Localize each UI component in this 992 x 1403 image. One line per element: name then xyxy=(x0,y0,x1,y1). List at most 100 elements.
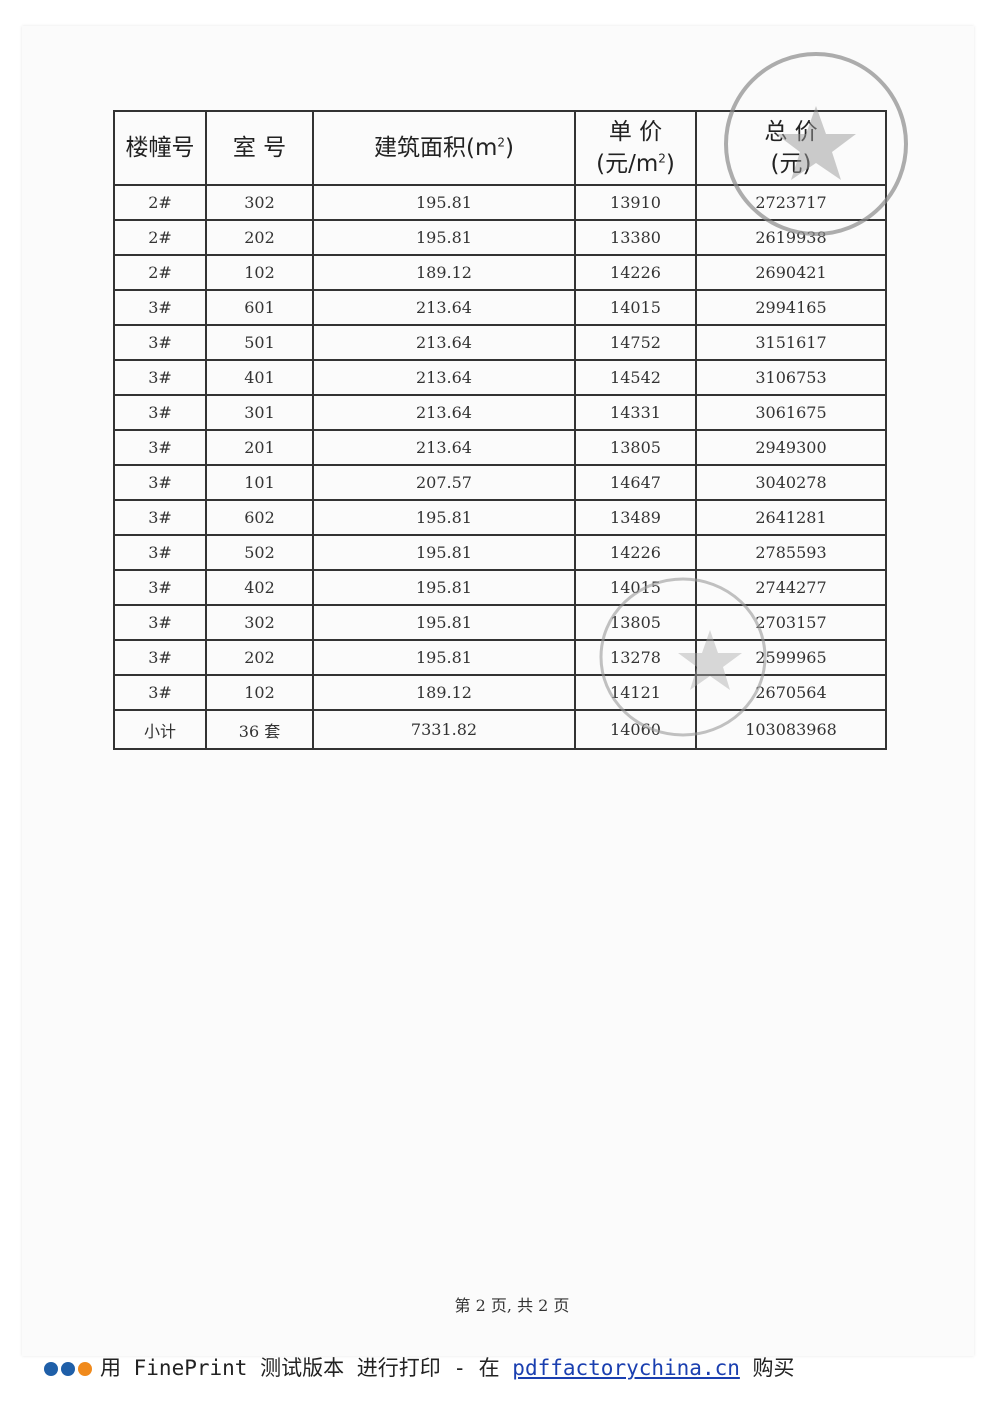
cell-unit-price: 13380 xyxy=(574,219,697,256)
cell-unit-price: 14226 xyxy=(574,254,697,291)
cell-area: 195.81 xyxy=(312,219,576,256)
cell-area: 213.64 xyxy=(312,429,576,466)
cell-total-price: 3061675 xyxy=(695,394,887,431)
cell-building: 3# xyxy=(113,394,207,431)
subtotal-row: 小计 36 套 7331.82 14060 103083968 xyxy=(113,709,887,750)
cell-area: 189.12 xyxy=(312,254,576,291)
header-area: 建筑面积(m2) xyxy=(312,110,576,186)
cell-area: 195.81 xyxy=(312,639,576,676)
cell-room: 102 xyxy=(205,674,314,711)
cell-room: 602 xyxy=(205,499,314,536)
cell-building: 2# xyxy=(113,219,207,256)
cell-unit-price: 14752 xyxy=(574,324,697,361)
cell-room: 402 xyxy=(205,569,314,606)
header-total-price: 总 价 (元) xyxy=(695,110,887,186)
price-table: 楼幢号 室 号 建筑面积(m2) 单 价 (元/m2) 总 价 (元) 2# 302 1… xyxy=(113,110,887,750)
cell-room: 101 xyxy=(205,464,314,501)
cell-room: 202 xyxy=(205,219,314,256)
cell-room: 102 xyxy=(205,254,314,291)
cell-building: 3# xyxy=(113,324,207,361)
cell-area: 195.81 xyxy=(312,184,576,221)
cell-room: 302 xyxy=(205,604,314,641)
pdffactory-link[interactable]: pdffactorychina.cn xyxy=(512,1356,740,1380)
table-row: 3# 601 213.64 14015 2994165 xyxy=(113,289,887,326)
cell-room: 302 xyxy=(205,184,314,221)
table-row: 2# 302 195.81 13910 2723717 xyxy=(113,184,887,221)
cell-unit-price: 14015 xyxy=(574,289,697,326)
cell-unit-price: 14226 xyxy=(574,534,697,571)
cell-unit-price: 14121 xyxy=(574,674,697,711)
cell-total-price: 2994165 xyxy=(695,289,887,326)
cell-total-price: 2690421 xyxy=(695,254,887,291)
cell-unit-price: 14331 xyxy=(574,394,697,431)
table-row: 3# 502 195.81 14226 2785593 xyxy=(113,534,887,571)
table-row: 3# 401 213.64 14542 3106753 xyxy=(113,359,887,396)
cell-total-price: 2785593 xyxy=(695,534,887,571)
table-row: 2# 202 195.81 13380 2619938 xyxy=(113,219,887,256)
table-row: 2# 102 189.12 14226 2690421 xyxy=(113,254,887,291)
logo-dot-icon xyxy=(44,1362,58,1376)
logo-dot-icon xyxy=(61,1362,75,1376)
cell-room: 502 xyxy=(205,534,314,571)
subtotal-room: 36 套 xyxy=(205,709,314,750)
table-row: 3# 602 195.81 13489 2641281 xyxy=(113,499,887,536)
cell-room: 201 xyxy=(205,429,314,466)
cell-building: 2# xyxy=(113,184,207,221)
cell-unit-price: 13489 xyxy=(574,499,697,536)
cell-building: 2# xyxy=(113,254,207,291)
table-row: 3# 302 195.81 13805 2703157 xyxy=(113,604,887,641)
cell-unit-price: 14015 xyxy=(574,569,697,606)
header-row: 楼幢号 室 号 建筑面积(m2) 单 价 (元/m2) 总 价 (元) xyxy=(113,110,887,186)
cell-building: 3# xyxy=(113,464,207,501)
cell-total-price: 2723717 xyxy=(695,184,887,221)
cell-total-price: 2949300 xyxy=(695,429,887,466)
table-row: 3# 501 213.64 14752 3151617 xyxy=(113,324,887,361)
page-number: 第 2 页, 共 2 页 xyxy=(454,1296,570,1315)
cell-building: 3# xyxy=(113,604,207,641)
cell-room: 601 xyxy=(205,289,314,326)
cell-unit-price: 13278 xyxy=(574,639,697,676)
subtotal-total-price: 103083968 xyxy=(695,709,887,750)
cell-total-price: 2703157 xyxy=(695,604,887,641)
cell-room: 401 xyxy=(205,359,314,396)
cell-area: 213.64 xyxy=(312,394,576,431)
cell-total-price: 2744277 xyxy=(695,569,887,606)
cell-unit-price: 14542 xyxy=(574,359,697,396)
cell-total-price: 2670564 xyxy=(695,674,887,711)
cell-building: 3# xyxy=(113,534,207,571)
table-row: 3# 102 189.12 14121 2670564 xyxy=(113,674,887,711)
cell-total-price: 3040278 xyxy=(695,464,887,501)
subtotal-building: 小计 xyxy=(113,709,207,750)
cell-building: 3# xyxy=(113,674,207,711)
cell-room: 501 xyxy=(205,324,314,361)
cell-unit-price: 13805 xyxy=(574,429,697,466)
table-row: 3# 201 213.64 13805 2949300 xyxy=(113,429,887,466)
table-row: 3# 101 207.57 14647 3040278 xyxy=(113,464,887,501)
cell-building: 3# xyxy=(113,499,207,536)
cell-total-price: 2619938 xyxy=(695,219,887,256)
cell-room: 202 xyxy=(205,639,314,676)
cell-building: 3# xyxy=(113,359,207,396)
table-row: 3# 202 195.81 13278 2599965 xyxy=(113,639,887,676)
cell-area: 195.81 xyxy=(312,604,576,641)
cell-total-price: 3151617 xyxy=(695,324,887,361)
cell-area: 213.64 xyxy=(312,324,576,361)
cell-unit-price: 13910 xyxy=(574,184,697,221)
cell-total-price: 2641281 xyxy=(695,499,887,536)
header-room: 室 号 xyxy=(205,110,314,186)
logo-dot-icon xyxy=(78,1362,92,1376)
cell-building: 3# xyxy=(113,639,207,676)
table-row: 3# 402 195.81 14015 2744277 xyxy=(113,569,887,606)
cell-area: 213.64 xyxy=(312,289,576,326)
cell-total-price: 3106753 xyxy=(695,359,887,396)
table-row: 3# 301 213.64 14331 3061675 xyxy=(113,394,887,431)
cell-area: 195.81 xyxy=(312,569,576,606)
subtotal-area: 7331.82 xyxy=(312,709,576,750)
cell-building: 3# xyxy=(113,569,207,606)
cell-area: 195.81 xyxy=(312,534,576,571)
fineprint-text: 用 FinePrint 测试版本 进行打印 - 在 xyxy=(100,1356,513,1380)
cell-area: 213.64 xyxy=(312,359,576,396)
cell-room: 301 xyxy=(205,394,314,431)
cell-building: 3# xyxy=(113,289,207,326)
fineprint-buy: 购买 xyxy=(739,1356,795,1380)
